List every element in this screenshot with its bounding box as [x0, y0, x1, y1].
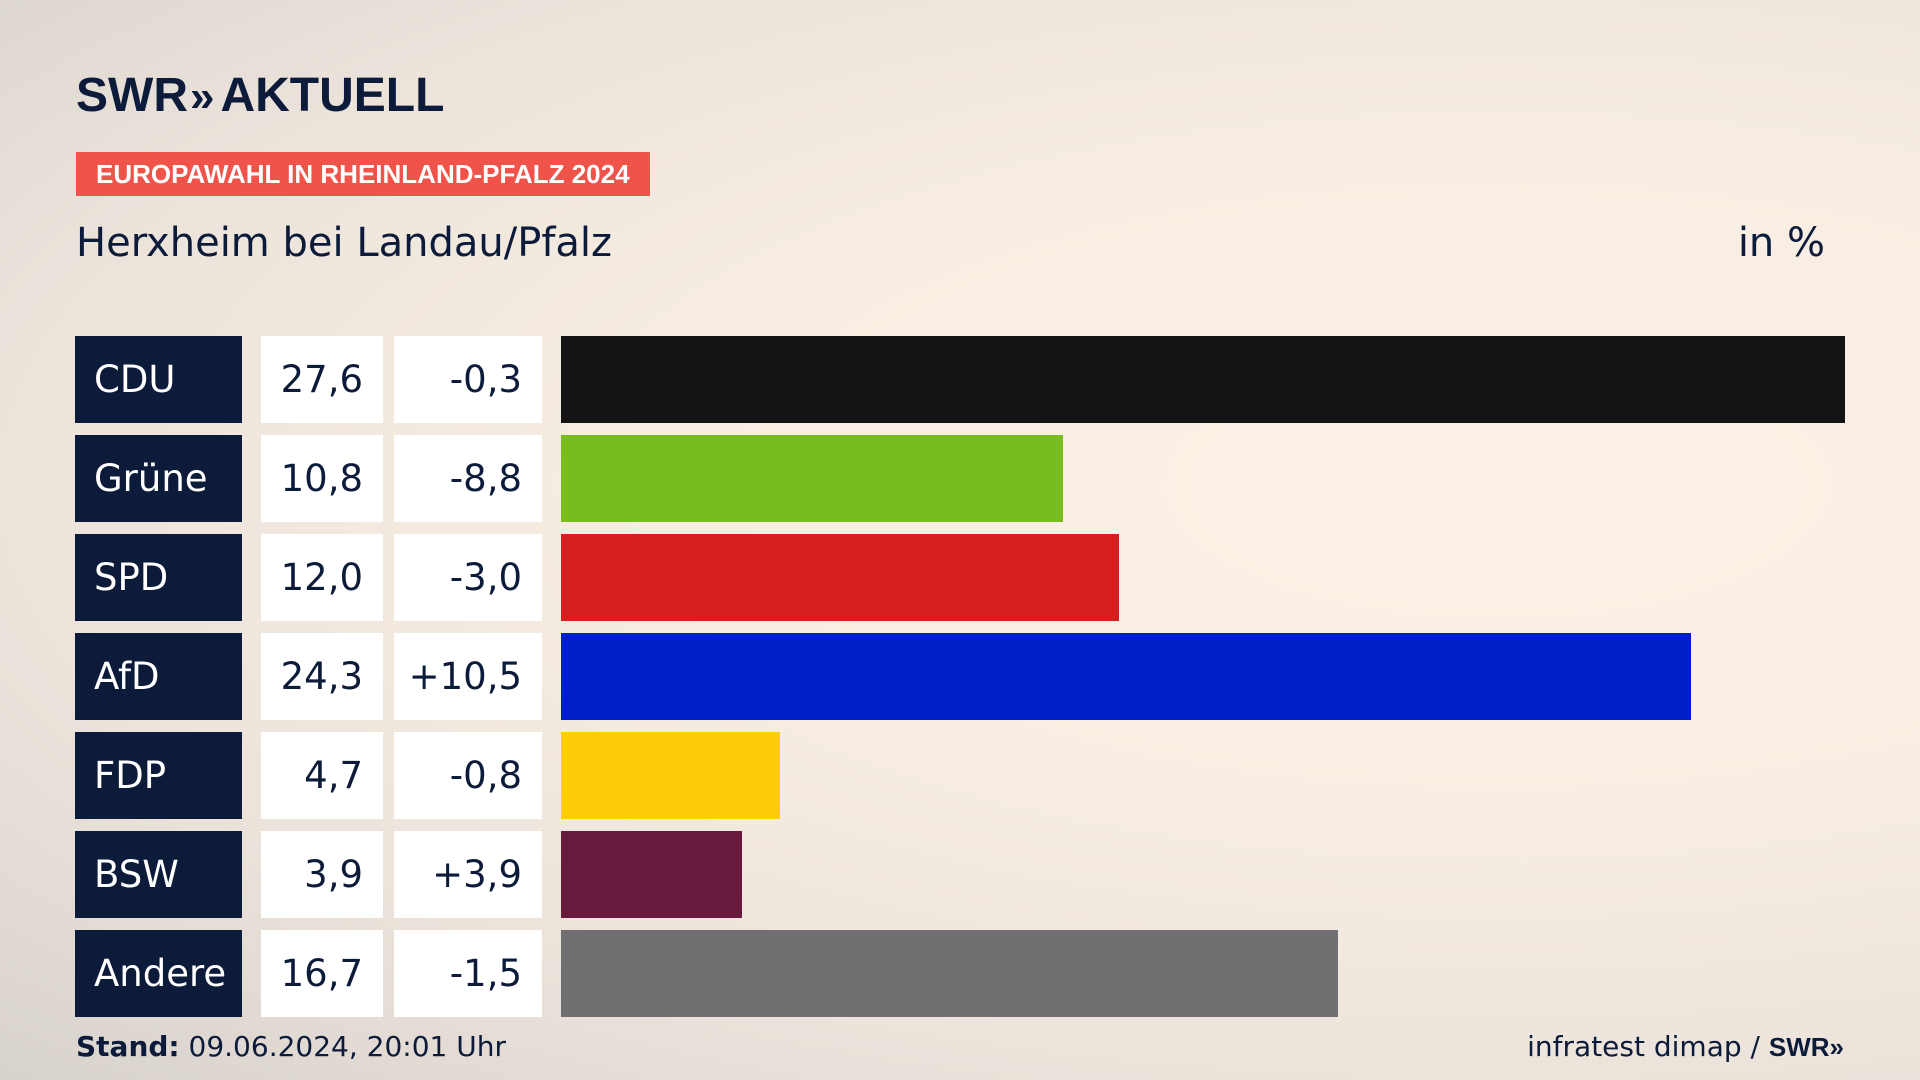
bar-gr-ne — [561, 435, 1063, 522]
change-value: -0,3 — [394, 336, 542, 423]
change-value: +10,5 — [394, 633, 542, 720]
result-row: Grüne 10,8 -8,8 — [75, 435, 1845, 522]
unit-label: in % — [1737, 220, 1825, 266]
party-label: SPD — [75, 534, 242, 621]
change-value: -3,0 — [394, 534, 542, 621]
party-label: BSW — [75, 831, 242, 918]
swr-aktuell-logo: SWR» AKTUELL — [76, 68, 444, 123]
source-credit: infratest dimap / SWR» — [1527, 1030, 1844, 1063]
bar-afd — [561, 633, 1691, 720]
bar-track — [561, 732, 1845, 819]
change-value: -0,8 — [394, 732, 542, 819]
bar-track — [561, 930, 1845, 1017]
result-row: SPD 12,0 -3,0 — [75, 534, 1845, 621]
vote-share-value: 16,7 — [261, 930, 383, 1017]
bar-fdp — [561, 732, 780, 819]
change-value: +3,9 — [394, 831, 542, 918]
vote-share-value: 24,3 — [261, 633, 383, 720]
party-label: AfD — [75, 633, 242, 720]
swr-small-logo: SWR» — [1768, 1032, 1844, 1062]
party-label: CDU — [75, 336, 242, 423]
bar-track — [561, 633, 1845, 720]
logo-arrows-icon: » — [189, 72, 215, 121]
vote-share-value: 3,9 — [261, 831, 383, 918]
stand-value: 09.06.2024, 20:01 Uhr — [188, 1030, 506, 1063]
source-text: infratest dimap / — [1527, 1030, 1760, 1063]
bar-track — [561, 336, 1845, 423]
logo-swr: SWR — [76, 69, 188, 122]
timestamp: Stand: 09.06.2024, 20:01 Uhr — [76, 1030, 506, 1063]
result-row: CDU 27,6 -0,3 — [75, 336, 1845, 423]
result-row: AfD 24,3 +10,5 — [75, 633, 1845, 720]
change-value: -1,5 — [394, 930, 542, 1017]
bar-cdu — [561, 336, 1845, 423]
logo-aktuell: AKTUELL — [220, 69, 445, 122]
result-row: Andere 16,7 -1,5 — [75, 930, 1845, 1017]
vote-share-value: 4,7 — [261, 732, 383, 819]
bar-andere — [561, 930, 1338, 1017]
party-label: FDP — [75, 732, 242, 819]
election-badge: EUROPAWAHL IN RHEINLAND-PFALZ 2024 — [76, 152, 650, 196]
change-value: -8,8 — [394, 435, 542, 522]
vote-share-value: 10,8 — [261, 435, 383, 522]
region-title: Herxheim bei Landau/Pfalz — [76, 220, 613, 266]
bar-spd — [561, 534, 1119, 621]
party-label: Grüne — [75, 435, 242, 522]
vote-share-value: 27,6 — [261, 336, 383, 423]
vote-share-value: 12,0 — [261, 534, 383, 621]
result-row: BSW 3,9 +3,9 — [75, 831, 1845, 918]
results-chart: CDU 27,6 -0,3 Grüne 10,8 -8,8 SPD 12,0 -3,0 AfD 24… — [75, 336, 1845, 1029]
bar-track — [561, 435, 1845, 522]
result-row: FDP 4,7 -0,8 — [75, 732, 1845, 819]
party-label: Andere — [75, 930, 242, 1017]
bar-bsw — [561, 831, 742, 918]
bar-track — [561, 534, 1845, 621]
bar-track — [561, 831, 1845, 918]
stand-label: Stand: — [76, 1030, 180, 1063]
